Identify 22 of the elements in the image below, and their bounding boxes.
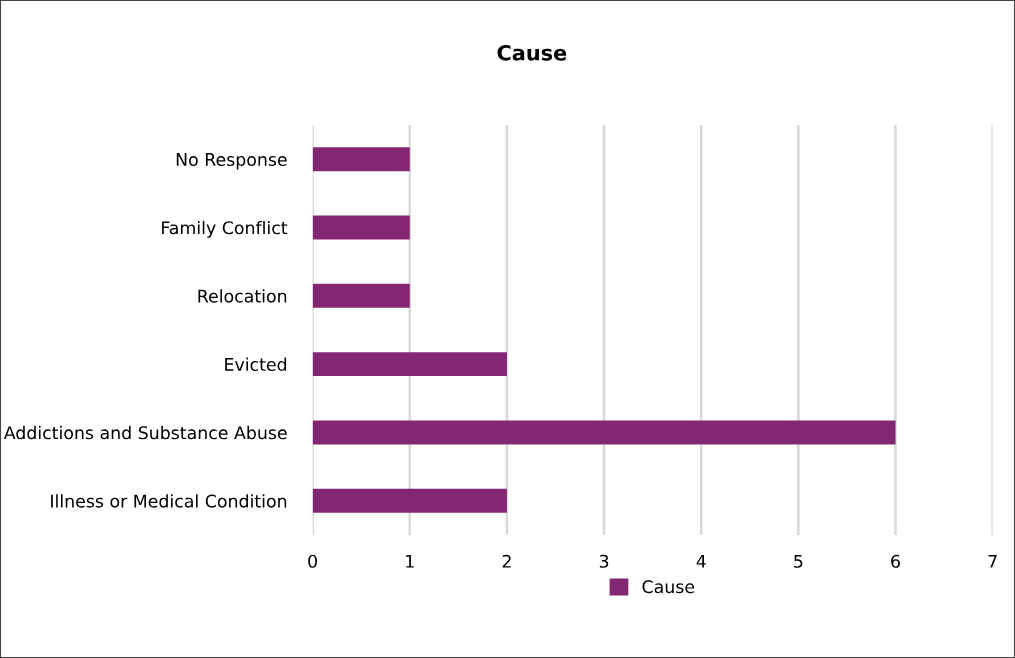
bar	[312, 420, 896, 445]
x-tick-label: 6	[891, 554, 900, 568]
x-tick-label: 0	[308, 554, 317, 568]
x-tick-label: 4	[696, 554, 706, 568]
x-tick-label: 3	[599, 554, 609, 568]
legend-label: Cause	[642, 580, 695, 594]
y-tick-label: Family Conflict	[162, 220, 288, 238]
bar	[312, 283, 410, 308]
bar	[312, 215, 410, 240]
y-tick-label: Addictions and Substance Abuse	[3, 425, 287, 440]
y-tick-label: Evicted	[225, 357, 287, 371]
chart-title: Cause	[497, 44, 567, 61]
bar	[312, 147, 410, 172]
x-tick-label: 7	[988, 554, 997, 568]
x-tick-label: 5	[794, 554, 803, 568]
x-tick-label: 1	[406, 554, 414, 568]
y-tick-label: Illness or Medical Condition	[51, 494, 287, 508]
x-tick-label: 2	[502, 554, 511, 568]
y-tick-label: Relocation	[198, 289, 287, 303]
y-tick-label: No Response	[176, 153, 287, 170]
bar	[312, 352, 507, 377]
bar	[312, 488, 507, 513]
